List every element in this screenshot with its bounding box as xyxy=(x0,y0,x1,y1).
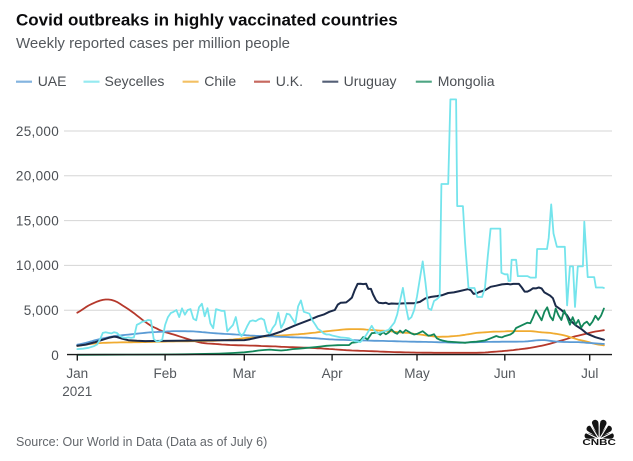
svg-text:Chile: Chile xyxy=(204,73,236,89)
svg-text:Apr: Apr xyxy=(322,366,344,381)
svg-text:Mar: Mar xyxy=(233,366,257,381)
svg-text:Uruguay: Uruguay xyxy=(344,73,397,89)
svg-text:Weekly reported cases per mill: Weekly reported cases per million people xyxy=(16,35,290,52)
svg-text:U.K.: U.K. xyxy=(276,73,303,89)
svg-text:Jun: Jun xyxy=(494,366,516,381)
svg-text:Jul: Jul xyxy=(581,366,598,381)
svg-text:Seycelles: Seycelles xyxy=(105,73,165,89)
svg-text:UAE: UAE xyxy=(38,73,67,89)
svg-text:20,000: 20,000 xyxy=(16,169,59,184)
svg-text:May: May xyxy=(404,366,430,381)
svg-text:2021: 2021 xyxy=(62,384,92,399)
svg-text:5,000: 5,000 xyxy=(24,303,59,318)
svg-text:CNBC: CNBC xyxy=(582,437,616,447)
svg-text:15,000: 15,000 xyxy=(16,213,59,228)
svg-text:0: 0 xyxy=(51,348,59,363)
svg-text:10,000: 10,000 xyxy=(16,258,59,273)
svg-text:Covid outbreaks in highly vacc: Covid outbreaks in highly vaccinated cou… xyxy=(16,11,398,30)
svg-text:Mongolia: Mongolia xyxy=(438,73,495,89)
svg-text:Source: Our World in Data (Dat: Source: Our World in Data (Data as of Ju… xyxy=(16,435,267,449)
svg-text:25,000: 25,000 xyxy=(16,124,59,139)
svg-text:Feb: Feb xyxy=(153,366,176,381)
svg-text:Jan: Jan xyxy=(66,366,88,381)
